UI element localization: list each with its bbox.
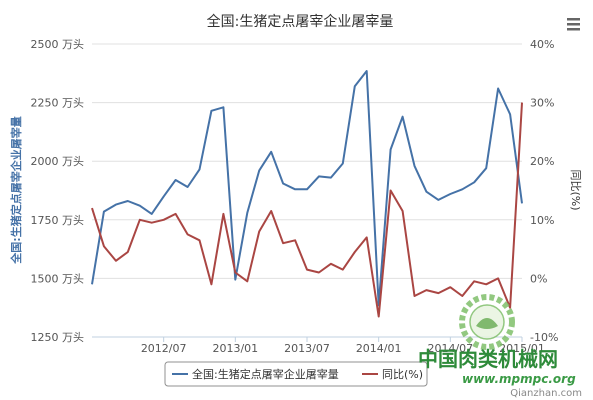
right-tick-label: 40% [530, 38, 554, 51]
x-tick-label: 2013/01 [212, 342, 258, 355]
x-tick-label: 2015/01 [499, 342, 545, 355]
series-line-yoy[interactable] [91, 102, 523, 318]
left-tick-label: 2000 万头 [31, 155, 85, 168]
left-tick-label: 2250 万头 [31, 97, 85, 110]
left-tick-label: 1750 万头 [31, 214, 85, 227]
x-tick-label: 2014/07 [427, 342, 473, 355]
legend-item-volume[interactable]: 全国:生猪定点屠宰企业屠宰量 [172, 367, 339, 381]
watermark-url-text: www.mpmpc.org [462, 372, 576, 386]
legend-item-yoy[interactable]: 同比(%) [362, 368, 423, 381]
left-tick-label: 2500 万头 [31, 38, 85, 51]
right-tick-label: 10% [530, 214, 554, 227]
series-layer [91, 70, 523, 318]
legend-label-volume: 全国:生猪定点屠宰企业屠宰量 [192, 367, 339, 381]
right-tick-label: 30% [530, 97, 554, 110]
left-tick-label: 1500 万头 [31, 272, 85, 285]
left-tick-label: 1250 万头 [31, 331, 85, 344]
chart-title: 全国:生猪定点屠宰企业屠宰量 [207, 13, 394, 30]
left-axis-title: 全国:生猪定点屠宰企业屠宰量 [9, 116, 23, 264]
right-tick-label: 0% [530, 272, 547, 285]
watermark-logo [459, 294, 515, 350]
watermark-source-text: Qianzhan.com [510, 388, 582, 399]
right-tick-label: 20% [530, 155, 554, 168]
x-axis-ticks: 2012/07 2013/01 2013/07 2014/01 2014/07 2015/… [92, 336, 545, 355]
x-tick-label: 2014/01 [356, 342, 402, 355]
right-axis-title: 同比(%) [569, 169, 582, 210]
legend-label-yoy: 同比(%) [382, 368, 423, 381]
hamburger-menu-icon[interactable] [565, 17, 581, 35]
right-tick-label: -10% [530, 331, 558, 344]
legend: 全国:生猪定点屠宰企业屠宰量 同比(%) [164, 361, 428, 387]
right-axis-ticks: -10% 0% 10% 20% 30% 40% [530, 38, 558, 344]
x-tick-label: 2013/07 [284, 342, 330, 355]
left-axis-ticks: 1250 万头 1500 万头 1750 万头 2000 万头 2250 万头 2500 … [31, 38, 85, 344]
x-tick-label: 2012/07 [141, 342, 187, 355]
watermark-main-text: 中国肉类机械网 [418, 347, 558, 371]
